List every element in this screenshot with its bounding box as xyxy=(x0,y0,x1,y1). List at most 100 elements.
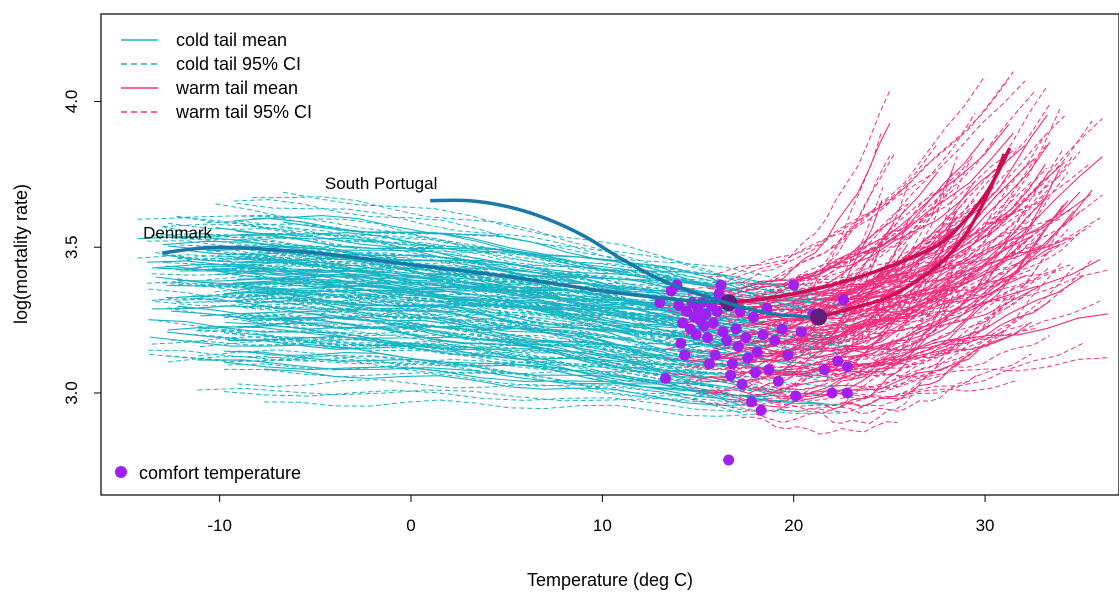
legend-swatch-comfort xyxy=(115,466,127,478)
warm-tail-ci-line xyxy=(689,357,1108,378)
annotation-label: Denmark xyxy=(143,223,212,242)
cold-tail-ci-line xyxy=(233,199,719,283)
legend-label-cold-mean: cold tail mean xyxy=(176,30,287,50)
highlighted-series-layer xyxy=(162,147,1012,326)
comfort-point xyxy=(704,358,716,370)
cold-tail-ci-line xyxy=(223,368,769,403)
cold-tail-ci-line xyxy=(221,324,726,368)
comfort-point xyxy=(736,378,748,390)
cold-tail-ci-line xyxy=(148,288,685,383)
cold-tail-ci-line xyxy=(241,253,698,313)
cold-tail-ci-line xyxy=(270,336,701,369)
cold-tail-mean-line xyxy=(264,368,755,406)
warm-tail-ci-line xyxy=(833,148,1064,366)
comfort-point xyxy=(746,396,758,408)
warm-tail-mean-line xyxy=(713,210,1075,397)
plot-frame xyxy=(100,13,1119,496)
comfort-point xyxy=(679,349,691,361)
legend-label-warm-mean: warm tail mean xyxy=(175,78,298,98)
comfort-point xyxy=(837,294,849,306)
cold-tail-mean-line xyxy=(155,276,764,348)
highlight-warm-mean-line xyxy=(818,153,1006,319)
warm-tail-mean-line xyxy=(811,163,1046,308)
comfort-point xyxy=(832,355,844,367)
comfort-point xyxy=(659,372,671,384)
comfort-point xyxy=(732,340,744,352)
legend-label-cold-ci: cold tail 95% CI xyxy=(176,54,301,74)
warm-tail-ci-line xyxy=(840,326,980,400)
cold-tail-mean-line xyxy=(137,235,822,305)
warm-tail-mean-line xyxy=(677,285,1039,360)
cold-tail-ci-line xyxy=(227,313,794,346)
comfort-point xyxy=(742,352,754,364)
warm-tail-ci-line xyxy=(713,266,1075,413)
warm-tail-ci-line xyxy=(743,225,1027,324)
warm-tail-ci-line xyxy=(837,264,974,369)
warm-tail-ci-line xyxy=(763,172,953,338)
warm-tail-ci-line xyxy=(695,153,895,369)
comfort-point xyxy=(788,279,800,291)
cold-tail-ci-line xyxy=(224,389,825,413)
cold-tail-mean-line xyxy=(151,305,690,361)
warm-tail-ci-line xyxy=(667,143,939,308)
warm-tail-mean-line xyxy=(833,204,1064,377)
legend-comfort: comfort temperature xyxy=(115,463,301,483)
warm-tail-ci-line xyxy=(768,353,1032,410)
cold-tail-ci-line xyxy=(175,235,673,301)
cold-tail-mean-line xyxy=(246,320,679,373)
highlight-cold-mean-line xyxy=(162,245,727,305)
warm-tail-ci-line xyxy=(683,148,1017,312)
comfort-point xyxy=(776,323,788,335)
cold-tail-ci-line xyxy=(179,295,678,336)
comfort-point xyxy=(681,305,693,317)
comfort-point xyxy=(769,334,781,346)
comfort-point xyxy=(763,364,775,376)
cold-tail-mean-line xyxy=(167,325,834,379)
cold-tail-ci-line xyxy=(252,196,741,284)
cold-tail-ci-line xyxy=(170,338,726,356)
warm-tail-ci-line xyxy=(672,234,913,301)
warm-tail-ci-line xyxy=(779,186,1009,390)
comfort-point xyxy=(826,387,838,399)
comfort-point xyxy=(677,317,689,329)
highlight-cold-mean-line xyxy=(430,198,819,319)
cold-tail-ci-line xyxy=(197,387,841,414)
cold-tail-mean-line xyxy=(255,270,728,346)
cold-tail-ci-line xyxy=(167,222,708,281)
warm-tail-ci-line xyxy=(811,193,1046,316)
comfort-point xyxy=(723,454,735,466)
cold-tail-ci-line xyxy=(214,288,757,327)
cold-tail-ci-line xyxy=(237,379,739,399)
cold-tail-ci-line xyxy=(151,233,764,317)
comfort-point xyxy=(709,349,721,361)
cold-tail-ci-line xyxy=(175,294,673,319)
comfort-points-layer xyxy=(654,279,853,466)
comfort-point xyxy=(749,367,761,379)
cold-tail-ci-line xyxy=(214,255,757,317)
cold-tail-ci-line xyxy=(243,224,751,315)
comfort-point xyxy=(751,346,763,358)
warm-tail-ci-line xyxy=(689,269,1108,354)
warm-tail-mean-line xyxy=(763,233,953,353)
warm-tail-ci-line xyxy=(849,228,1061,368)
cold-tail-ci-line xyxy=(283,191,812,294)
cold-tail-ci-line xyxy=(137,254,822,311)
x-tick-label: 30 xyxy=(976,516,995,535)
cold-tail-ci-line xyxy=(236,292,838,361)
cold-tail-ci-line xyxy=(223,332,769,392)
cold-tail-mean-line xyxy=(148,319,685,392)
x-tick-label: 10 xyxy=(593,516,612,535)
comfort-point xyxy=(782,349,794,361)
warm-tail-ci-line xyxy=(810,232,1081,318)
cold-tail-ci-line xyxy=(221,257,727,348)
cold-tail-ci-line xyxy=(243,288,751,333)
cold-tail-ci-line xyxy=(179,244,678,321)
cold-tail-ci-line xyxy=(280,314,754,366)
cold-tail-mean-line xyxy=(270,316,701,363)
warm-tail-ci-line xyxy=(749,258,1093,391)
cold-tail-ci-line xyxy=(215,203,666,291)
warm-tail-mean-line xyxy=(816,114,1048,295)
comfort-point xyxy=(702,332,714,344)
